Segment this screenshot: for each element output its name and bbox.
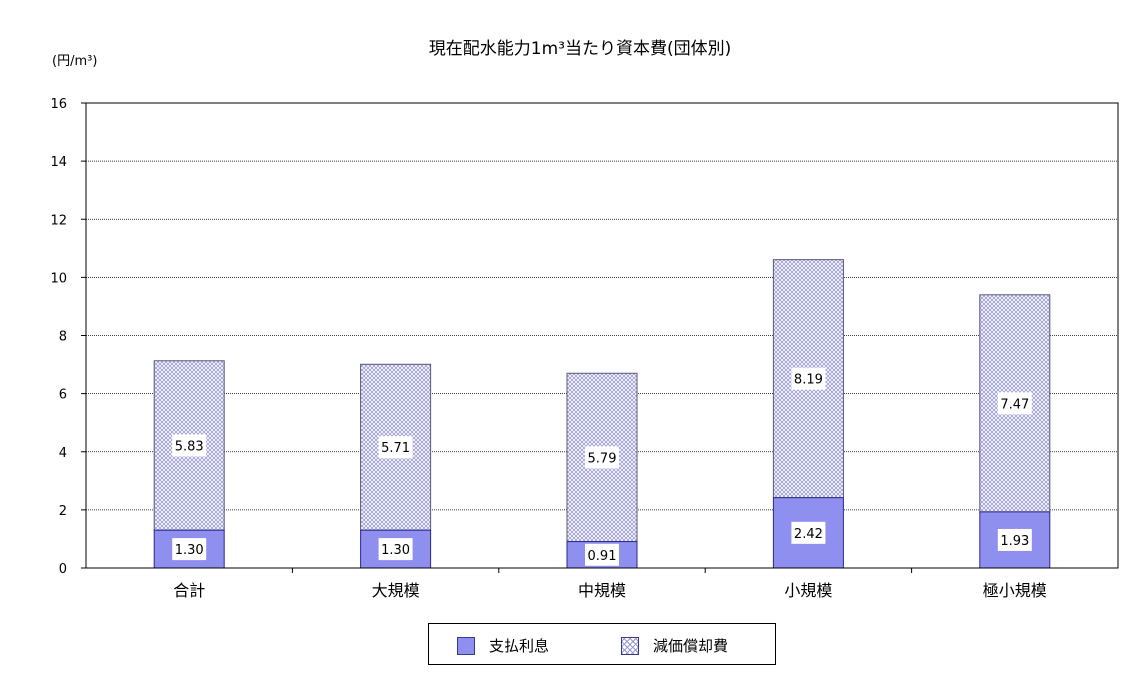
y-tick-label: 12 — [50, 213, 67, 228]
x-category-label: 極小規模 — [983, 581, 1047, 600]
x-category-label: 中規模 — [578, 581, 626, 600]
chart-title: 現在配水能力1m³当たり資本費(団体別) — [428, 39, 732, 59]
data-label-depreciation: 5.83 — [175, 440, 204, 455]
data-label-interest-bg — [997, 528, 1032, 551]
data-label-depreciation: 5.71 — [381, 441, 410, 456]
legend-label-interest: 支払利息 — [489, 637, 550, 655]
data-label-depreciation: 8.19 — [794, 373, 823, 388]
y-tick-label: 8 — [59, 330, 67, 345]
legend-label-depreciation: 減価償却費 — [653, 637, 729, 655]
data-label-depreciation: 5.79 — [588, 451, 617, 466]
x-category-label: 合計 — [173, 581, 205, 600]
data-label-depreciation-bg — [172, 434, 207, 457]
y-tick-label: 4 — [59, 446, 67, 461]
data-label-depreciation: 7.47 — [1000, 397, 1029, 412]
data-label-interest-bg — [172, 538, 207, 561]
legend-item-interest: 支払利息 — [457, 635, 549, 656]
legend-item-depreciation: 減価償却費 — [621, 635, 728, 656]
y-axis-unit-label: (円/m³) — [52, 54, 98, 69]
y-tick-label: 14 — [50, 155, 67, 170]
data-label-depreciation-bg — [791, 367, 826, 390]
data-label-interest: 1.30 — [381, 543, 410, 558]
data-label-interest: 1.93 — [1000, 534, 1029, 549]
data-label-depreciation-bg — [585, 446, 619, 469]
legend-swatch-depreciation — [621, 636, 639, 655]
x-category-label: 小規模 — [784, 581, 832, 600]
data-label-interest-bg — [791, 521, 826, 544]
bars: 5.83 1.30 5.71 1.30 5.79 0.91 8.19 2.42 7.47 1.93 — [153, 259, 1051, 569]
data-label-interest: 1.30 — [175, 543, 204, 558]
y-tick-label: 10 — [50, 271, 67, 286]
data-label-interest-bg — [585, 543, 619, 566]
legend: 支払利息 減価償却費 — [428, 623, 776, 665]
x-category-label: 大規模 — [372, 581, 420, 600]
axes: 0 2 4 6 8 10 12 14 16 合計 大規模 中規模 小規模 極小規模 — [50, 97, 1119, 600]
bar-segment-interest — [772, 497, 844, 569]
data-label-depreciation-bg — [997, 392, 1032, 415]
data-label-interest: 0.91 — [588, 549, 617, 564]
y-tick-label: 2 — [59, 504, 67, 519]
legend-swatch-interest — [457, 636, 475, 655]
y-tick-label: 0 — [59, 562, 67, 577]
data-label-depreciation-bg — [378, 436, 413, 459]
data-label-interest: 2.42 — [794, 527, 823, 542]
data-label-interest-bg — [378, 538, 413, 561]
y-tick-label: 6 — [59, 388, 67, 403]
y-tick-label: 16 — [50, 97, 67, 112]
